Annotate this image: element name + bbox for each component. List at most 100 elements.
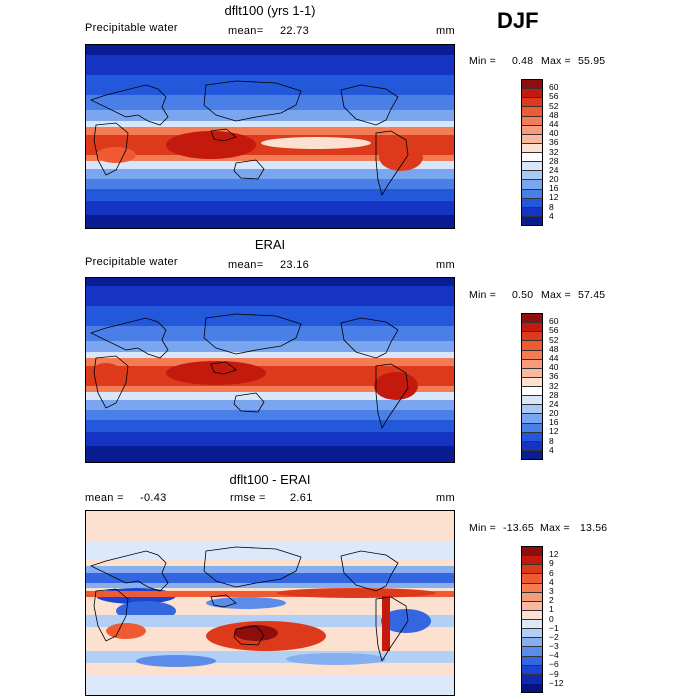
panel-3-colorbar-swatch — [522, 556, 542, 566]
panel-3-colorbar-tick-label: −12 — [549, 677, 564, 688]
panel-2-max-label: Max = — [541, 289, 571, 301]
panel-1-colorbar-tick-label: 56 — [549, 91, 559, 102]
panel-2-colorbar-tick-label: 32 — [549, 380, 559, 391]
panel-1-colorbar-tick-label: 32 — [549, 146, 559, 157]
panel-1-colorbar-swatch — [522, 207, 542, 217]
panel-1-colorbar-swatch — [522, 162, 542, 172]
panel-1-colorbar-tick-label: 20 — [549, 174, 559, 185]
panel-1-colorbar-swatch — [522, 153, 542, 163]
panel-3-min-value: -13.65 — [503, 522, 534, 534]
panel-3-colorbar-tick-label: −4 — [549, 650, 559, 661]
panel-1-colorbar-swatch — [522, 116, 542, 126]
panel-3-mean-label: mean = — [85, 492, 124, 504]
panel-3-rmse-label: rmse = — [230, 492, 266, 504]
panel-2-colorbar-tick-label: 24 — [549, 398, 559, 409]
panel-1-colorbar-swatch — [522, 125, 542, 135]
panel-2-colorbar-swatch — [522, 414, 542, 424]
panel-3-mean-value: -0.43 — [140, 492, 167, 504]
panel-1-colorbar-tick-label: 8 — [549, 201, 554, 212]
panel-1-colorbar-swatch — [522, 98, 542, 108]
panel-2-colorbar-swatch — [522, 350, 542, 360]
panel-1-colorbar-swatch — [522, 171, 542, 181]
panel-1-max-label: Max = — [541, 55, 571, 67]
panel-2-colorbar-swatch — [522, 441, 542, 451]
panel-2-colorbar-tick-label: 28 — [549, 389, 559, 400]
panel-3-title: dflt100 - ERAI — [229, 472, 311, 487]
panel-2-colorbar-swatch — [522, 332, 542, 342]
panel-2-colorbar-tick-label: 44 — [549, 352, 559, 363]
panel-3-colorbar-swatch — [522, 683, 542, 692]
panel-2-min-label: Min = — [469, 289, 496, 301]
panel-1-coastlines — [89, 80, 409, 197]
panel-2-colorbar-swatch — [522, 368, 542, 378]
panel-3-colorbar-tick-label: −9 — [549, 668, 559, 679]
panel-3-rmse-value: 2.61 — [290, 492, 313, 504]
panel-2-colorbar-tick-label: 56 — [549, 325, 559, 336]
panel-3-max-value: 13.56 — [580, 522, 608, 534]
panel-3-field — [86, 511, 454, 695]
panel-2-colorbar-tick-label: 16 — [549, 417, 559, 428]
panel-2-colorbar-tick-label: 52 — [549, 334, 559, 345]
panel-2-map-svg — [86, 278, 454, 462]
panel-1-mean-value: 22.73 — [280, 25, 310, 37]
panel-1-colorbar-tick-label: 16 — [549, 183, 559, 194]
panel-3-colorbar-swatch — [522, 647, 542, 657]
panel-3-colorbar-swatch — [522, 629, 542, 639]
panel-3-colorbar-swatch — [522, 665, 542, 675]
panel-1-variable-label: Precipitable water — [85, 22, 178, 34]
panel-3-coastlines — [89, 546, 409, 663]
panel-3-colorbar-tick-label: 1 — [549, 604, 554, 615]
panel-2-mean-label: mean= — [228, 259, 264, 271]
panel-3-colorbar-tick-label: −1 — [549, 622, 559, 633]
panel-2-units: mm — [436, 259, 455, 271]
panel-2-colorbar-tick-label: 48 — [549, 343, 559, 354]
panel-1-colorbar-swatch — [522, 189, 542, 199]
panel-1-colorbar-swatch — [522, 198, 542, 208]
panel-1-colorbar-swatch — [522, 143, 542, 153]
panel-3-colorbar-tick-label: −6 — [549, 659, 559, 670]
panel-3-colorbar-tick-label: 4 — [549, 576, 554, 587]
panel-1-max-value: 55.95 — [578, 55, 606, 67]
panel-1-colorbar-tick-label: 40 — [549, 128, 559, 139]
panel-2-colorbar-swatch — [522, 377, 542, 387]
panel-3-colorbar-swatch — [522, 656, 542, 666]
panel-3-colorbar-swatch — [522, 592, 542, 602]
panel-2-colorbar-tick-label: 60 — [549, 316, 559, 327]
panel-2-coastlines — [89, 313, 409, 430]
panel-2-field — [86, 278, 454, 462]
panel-3-colorbar-swatch — [522, 610, 542, 620]
panel-3-map-svg — [86, 511, 454, 695]
panel-1-colorbar-swatch — [522, 180, 542, 190]
panel-2-colorbar-swatch — [522, 359, 542, 369]
panel-2-min-value: 0.50 — [512, 289, 534, 301]
panel-3-colorbar-tick-label: 0 — [549, 613, 554, 624]
panel-2-colorbar-tick-label: 4 — [549, 444, 554, 455]
panel-2-colorbar-tick-label: 20 — [549, 408, 559, 419]
panel-1-colorbar-tick-label: 60 — [549, 82, 559, 93]
panel-3-colorbar-tick-label: 2 — [549, 595, 554, 606]
panel-1-min-value: 0.48 — [512, 55, 534, 67]
panel-2-colorbar-tick-label: 36 — [549, 371, 559, 382]
panel-2-title: ERAI — [254, 237, 286, 252]
panel-3-colorbar — [521, 546, 543, 693]
panel-1-colorbar-tick-label: 36 — [549, 137, 559, 148]
panel-3-map — [85, 510, 455, 696]
panel-1-colorbar-swatch — [522, 216, 542, 225]
panel-3-colorbar-swatch — [522, 601, 542, 611]
panel-1-min-label: Min = — [469, 55, 496, 67]
panel-3-colorbar-swatch — [522, 674, 542, 684]
panel-1-colorbar — [521, 79, 543, 226]
panel-1-colorbar-swatch — [522, 134, 542, 144]
panel-3-units: mm — [436, 492, 455, 504]
panel-1-colorbar-swatch — [522, 89, 542, 99]
panel-3-colorbar-tick-label: 9 — [549, 558, 554, 569]
panel-2-colorbar-swatch — [522, 396, 542, 406]
panel-1-colorbar-tick-label: 48 — [549, 109, 559, 120]
panel-3-colorbar-tick-label: −2 — [549, 631, 559, 642]
panel-1-colorbar-tick-label: 52 — [549, 100, 559, 111]
panel-3-colorbar-swatch — [522, 583, 542, 593]
panel-1-map-svg — [86, 45, 454, 228]
panel-3-colorbar-swatch — [522, 574, 542, 584]
panel-2-colorbar-tick-label: 8 — [549, 435, 554, 446]
panel-2-colorbar-swatch — [522, 450, 542, 459]
